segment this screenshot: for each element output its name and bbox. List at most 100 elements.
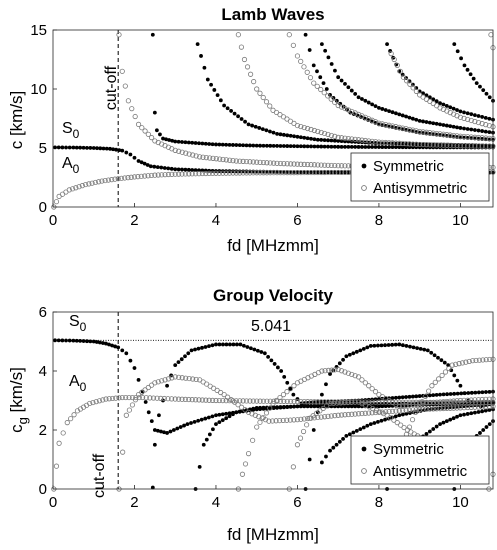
- x-tick-label: 10: [452, 212, 469, 229]
- antisymmetric-point: [483, 404, 489, 410]
- antisymmetric-point: [355, 137, 362, 143]
- symmetric-point: [180, 167, 184, 172]
- antisymmetric-point: [349, 411, 355, 417]
- symmetric-point: [269, 358, 274, 363]
- antisymmetric-point: [318, 86, 324, 93]
- symmetric-point: [217, 142, 222, 147]
- symmetric-point: [383, 145, 388, 149]
- antisymmetric-point: [298, 398, 304, 405]
- antisymmetric-point: [183, 375, 189, 381]
- antisymmetric-point: [396, 403, 402, 409]
- antisymmetric-point: [461, 143, 467, 149]
- antisymmetric-point: [125, 175, 131, 181]
- symmetric-point: [241, 143, 246, 148]
- antisymmetric-point: [179, 396, 185, 402]
- antisymmetric-point: [216, 397, 222, 404]
- antisymmetric-point: [420, 129, 426, 135]
- antisymmetric-point: [230, 158, 236, 164]
- symmetric-point: [324, 87, 329, 91]
- antisymmetric-point: [245, 409, 252, 415]
- antisymmetric-point: [413, 88, 420, 94]
- symmetric-point: [376, 419, 380, 424]
- symmetric-point: [390, 342, 395, 347]
- antisymmetric-point: [140, 394, 146, 401]
- symmetric-point: [91, 146, 96, 150]
- symmetric-point: [438, 122, 442, 127]
- symmetric-point: [469, 112, 474, 117]
- antisymmetric-point: [228, 397, 234, 403]
- antisymmetric-point: [362, 399, 368, 405]
- symmetric-point: [452, 42, 457, 47]
- antisymmetric-point: [379, 409, 385, 415]
- antisymmetric-point: [398, 422, 404, 428]
- antisymmetric-point: [331, 400, 337, 406]
- antisymmetric-point: [269, 418, 276, 424]
- symmetric-point: [434, 99, 439, 104]
- symmetric-point: [53, 145, 57, 150]
- symmetric-point: [331, 445, 336, 450]
- antisymmetric-point: [338, 400, 344, 406]
- antisymmetric-point: [254, 424, 260, 430]
- symmetric-point: [183, 167, 188, 172]
- y-tick-label: 6: [39, 304, 47, 321]
- antisymmetric-point: [379, 121, 385, 127]
- antisymmetric-point: [322, 162, 328, 168]
- antisymmetric-point: [179, 149, 185, 155]
- symmetric-point: [324, 382, 328, 387]
- axes-frame: [52, 29, 494, 208]
- antisymmetric-point: [488, 32, 494, 38]
- antisymmetric-point: [231, 399, 238, 405]
- antisymmetric-point: [376, 399, 382, 405]
- antisymmetric-point: [128, 174, 134, 180]
- antisymmetric-point: [294, 53, 301, 59]
- symmetric-point: [326, 144, 330, 149]
- antisymmetric-point: [461, 115, 467, 121]
- antisymmetric-point: [338, 169, 345, 176]
- antisymmetric-point: [105, 177, 112, 183]
- antisymmetric-point: [451, 132, 457, 139]
- antisymmetric-point: [172, 171, 178, 177]
- antisymmetric-point: [359, 410, 365, 417]
- symmetric-point: [480, 115, 485, 119]
- antisymmetric-point: [284, 398, 290, 405]
- symmetric-point: [150, 485, 155, 490]
- symmetric-point: [383, 404, 388, 409]
- antisymmetric-point: [247, 71, 254, 77]
- symmetric-point: [275, 144, 279, 148]
- antisymmetric-point: [321, 90, 327, 96]
- symmetric-point: [388, 49, 393, 53]
- symmetric-point: [175, 426, 180, 431]
- symmetric-point: [311, 428, 316, 432]
- antisymmetric-point: [226, 170, 233, 176]
- antisymmetric-point: [165, 376, 172, 382]
- symmetric-point: [319, 460, 324, 465]
- symmetric-point: [146, 410, 151, 415]
- antisymmetric-point: [393, 399, 399, 405]
- legend-antisymmetric: Antisymmetric: [373, 180, 468, 197]
- antisymmetric-point: [251, 79, 257, 85]
- symmetric-point: [285, 404, 290, 409]
- antisymmetric-point: [444, 142, 450, 148]
- antisymmetric-point: [135, 121, 142, 128]
- antisymmetric-point: [196, 397, 202, 403]
- antisymmetric-point: [250, 398, 256, 404]
- symmetric-point: [173, 167, 178, 172]
- symmetric-point: [176, 360, 181, 365]
- symmetric-point: [143, 400, 148, 404]
- symmetric-point: [124, 150, 129, 155]
- antisymmetric-point: [240, 398, 246, 404]
- antisymmetric-point: [426, 388, 432, 394]
- antisymmetric-point: [82, 181, 89, 188]
- antisymmetric-point: [277, 394, 283, 401]
- antisymmetric-point: [216, 170, 222, 176]
- symmetric-point: [260, 127, 265, 132]
- legend-box: [350, 435, 490, 485]
- symmetric-point: [442, 360, 447, 365]
- symmetric-point: [78, 145, 83, 150]
- symmetric-point: [185, 422, 190, 426]
- symmetric-point: [360, 145, 364, 149]
- antisymmetric-point: [449, 362, 455, 368]
- symmetric-point: [358, 348, 363, 353]
- antisymmetric-point: [472, 118, 478, 125]
- antisymmetric-point: [263, 99, 270, 105]
